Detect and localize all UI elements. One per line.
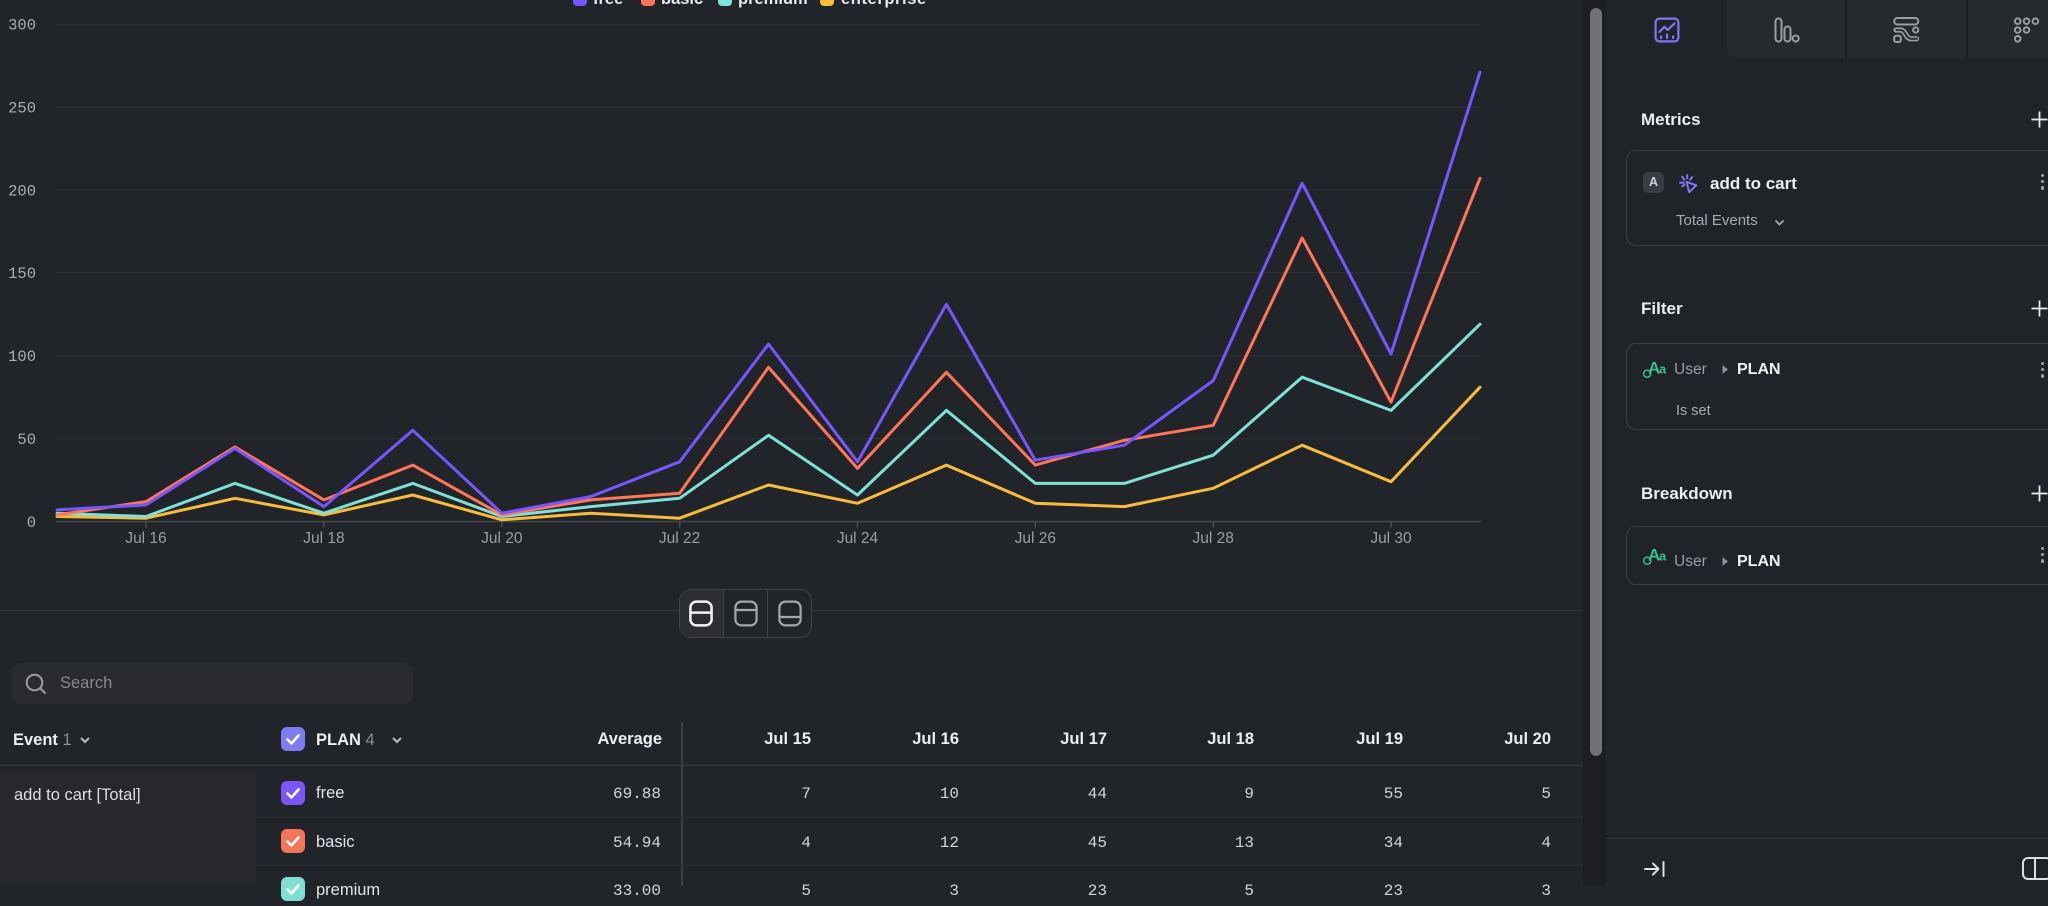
svg-text:Jul 30: Jul 30 — [1370, 530, 1412, 547]
svg-text:250: 250 — [8, 99, 36, 117]
svg-text:a: a — [1659, 362, 1667, 377]
svg-text:Jul 26: Jul 26 — [1015, 530, 1056, 547]
svg-text:50: 50 — [17, 431, 36, 449]
svg-text:Jul 16: Jul 16 — [125, 530, 166, 547]
svg-text:Jul 28: Jul 28 — [1193, 530, 1234, 547]
svg-text:300: 300 — [8, 17, 36, 35]
svg-text:0: 0 — [27, 514, 36, 532]
svg-text:Jul 22: Jul 22 — [659, 530, 700, 547]
svg-text:Jul 18: Jul 18 — [303, 530, 344, 547]
svg-text:Jul 20: Jul 20 — [481, 530, 523, 547]
svg-text:100: 100 — [8, 348, 36, 366]
svg-text:Jul 24: Jul 24 — [837, 530, 879, 547]
svg-text:a: a — [1659, 549, 1667, 564]
svg-text:200: 200 — [8, 182, 36, 200]
svg-text:150: 150 — [8, 265, 36, 283]
